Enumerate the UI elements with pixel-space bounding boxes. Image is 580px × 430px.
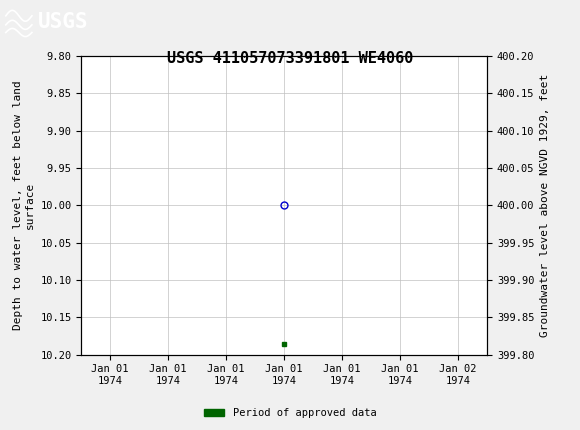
Y-axis label: Depth to water level, feet below land
surface: Depth to water level, feet below land su… [13,80,35,330]
Text: USGS 411057073391801 WE4060: USGS 411057073391801 WE4060 [167,51,413,66]
Text: USGS: USGS [38,12,88,32]
Y-axis label: Groundwater level above NGVD 1929, feet: Groundwater level above NGVD 1929, feet [540,74,550,337]
Legend: Period of approved data: Period of approved data [200,404,380,423]
